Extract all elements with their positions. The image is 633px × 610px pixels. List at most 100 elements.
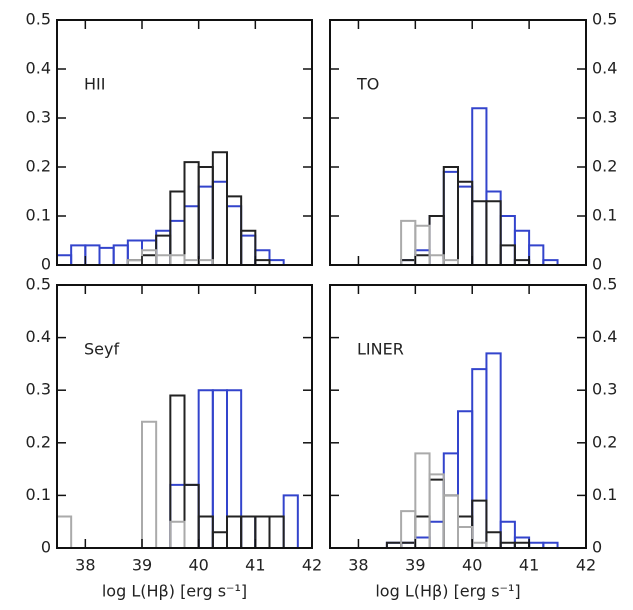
histogram-bar [155, 234, 172, 265]
x-tick-label: 42 [576, 556, 596, 575]
y-tick-label: 0.2 [592, 432, 617, 451]
y-tick-label: 0.1 [26, 485, 51, 504]
y-tick-label: 0.2 [592, 157, 617, 176]
histogram-bar [211, 531, 228, 548]
histogram-bar [428, 215, 445, 265]
histogram-bar [471, 200, 488, 265]
histogram-bar [70, 244, 87, 265]
histogram-bar [442, 452, 459, 548]
histogram-bar [141, 249, 158, 265]
histogram-bar [56, 515, 73, 548]
histogram-bar [211, 180, 228, 265]
histogram-bar [155, 254, 172, 265]
y-tick-label: 0 [41, 538, 51, 557]
histogram-bar [226, 515, 243, 548]
y-tick-label: 0.4 [26, 59, 51, 78]
histogram-bar [197, 185, 214, 265]
histogram-bar [485, 352, 502, 548]
panel-label: LINER [357, 340, 404, 359]
histogram-bar [442, 494, 459, 548]
panel-label: HII [84, 75, 105, 94]
histogram-bar [414, 515, 431, 548]
histogram-bar [254, 249, 271, 265]
histogram-bar [471, 499, 488, 548]
y-tick-label: 0.3 [26, 380, 51, 399]
y-tick-label: 0 [41, 255, 51, 274]
y-tick-label: 0.4 [592, 327, 617, 346]
histogram-bar [141, 239, 158, 265]
y-tick-label: 0.5 [592, 275, 617, 294]
histogram-bar [169, 520, 186, 548]
x-tick-label: 40 [188, 556, 208, 575]
histogram-bar [485, 190, 502, 265]
histogram-bar [183, 483, 200, 548]
histogram-bar [442, 166, 459, 265]
x-axis-label: log L(Hβ) [erg s⁻¹] [102, 582, 247, 601]
y-tick-label: 0.5 [26, 10, 51, 29]
histogram-bar [414, 254, 431, 265]
histogram-bar [442, 494, 459, 548]
histogram-bar [442, 259, 459, 265]
histogram-bar [414, 536, 431, 548]
histogram-bar [141, 254, 158, 265]
histogram-bar [226, 389, 243, 548]
histogram-bar [457, 180, 474, 265]
histogram-bar [226, 205, 243, 265]
y-tick-label: 0.1 [592, 485, 617, 504]
histogram-bar [485, 200, 502, 265]
x-axis-label: log L(Hβ) [erg s⁻¹] [375, 582, 520, 601]
histogram-bar [169, 394, 186, 548]
histogram-bar [485, 531, 502, 548]
histogram-bar [183, 483, 200, 548]
x-tick-label: 41 [245, 556, 265, 575]
y-tick-label: 0.4 [592, 59, 617, 78]
y-tick-label: 0.2 [26, 432, 51, 451]
histogram-bar [442, 170, 459, 265]
histogram-bar [169, 254, 186, 265]
histogram-bar [141, 420, 158, 548]
plot-frame [56, 284, 313, 549]
histogram-bar [414, 452, 431, 548]
y-tick-label: 0.5 [26, 275, 51, 294]
histogram-bar [211, 389, 228, 548]
histogram-bar [84, 244, 101, 265]
histogram-bar [428, 473, 445, 548]
histogram-bar [211, 151, 228, 265]
histogram-bar [282, 494, 299, 548]
histogram-bar [428, 520, 445, 548]
histogram-bar [542, 259, 559, 265]
histogram-bar [499, 215, 516, 265]
histogram-bar [240, 234, 257, 265]
histogram-bar [169, 483, 186, 548]
histogram-bar [428, 215, 445, 265]
panel-label: TO [356, 75, 379, 94]
panel-label: Seyf [84, 340, 119, 359]
histogram-bar [499, 244, 516, 265]
y-tick-label: 0.3 [592, 108, 617, 127]
histogram-bar [414, 249, 431, 265]
y-tick-label: 0 [592, 538, 602, 557]
y-tick-label: 0.5 [592, 10, 617, 29]
y-tick-label: 0 [592, 255, 602, 274]
x-tick-label: 40 [462, 556, 482, 575]
histogram-bar [240, 229, 257, 265]
histogram-bar [98, 246, 115, 265]
histogram-bar [183, 161, 200, 265]
histogram-bar [457, 515, 474, 548]
histogram-bar [457, 185, 474, 265]
y-tick-label: 0.3 [592, 380, 617, 399]
x-tick-label: 41 [519, 556, 539, 575]
y-tick-label: 0.1 [592, 206, 617, 225]
y-tick-label: 0.2 [26, 157, 51, 176]
y-tick-label: 0.4 [26, 327, 51, 346]
histogram-bar [240, 515, 257, 548]
plot-frame [329, 19, 587, 266]
plot-frame [329, 284, 587, 549]
x-tick-label: 39 [405, 556, 425, 575]
histogram-bar [254, 515, 271, 548]
histogram-bar [197, 166, 214, 265]
histogram-bar [183, 205, 200, 265]
histogram-bar [400, 219, 417, 265]
x-tick-label: 39 [132, 556, 152, 575]
